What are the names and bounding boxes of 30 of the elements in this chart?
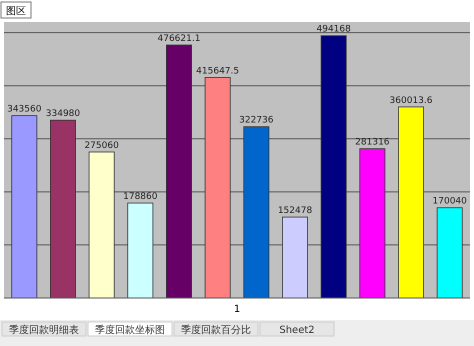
bar [398, 106, 424, 298]
data-label: 334980 [46, 109, 80, 120]
bar [166, 44, 192, 298]
data-label: 152478 [278, 206, 312, 216]
bar [50, 120, 76, 298]
text: 季度回款坐标图 [95, 324, 165, 336]
data-label: 178860 [123, 192, 158, 202]
data-label: 281316 [355, 138, 390, 148]
bar [127, 202, 154, 298]
bar [320, 35, 347, 298]
bar [11, 115, 38, 298]
data-label: 322736 [239, 116, 274, 126]
bar [282, 216, 308, 298]
data-label: 275060 [84, 141, 120, 152]
data-label: 476621.1 [158, 34, 200, 44]
data-label: 360013.6 [390, 96, 433, 106]
data-label: 494168 [316, 24, 352, 35]
text: 图区 [6, 6, 26, 17]
data-label: 343560 [7, 104, 42, 115]
data-label: 415647.5 [196, 66, 240, 76]
text: 季度回款明细表 [9, 324, 79, 336]
text: 季度回款百分比 [181, 324, 251, 336]
bar [243, 126, 270, 298]
bar [359, 148, 386, 298]
x-axis-title: 1 [234, 304, 240, 315]
data-label: 170040 [432, 196, 468, 207]
bar [436, 207, 463, 298]
bar [204, 76, 231, 298]
bar [88, 152, 115, 298]
text: Sheet2 [279, 325, 315, 336]
